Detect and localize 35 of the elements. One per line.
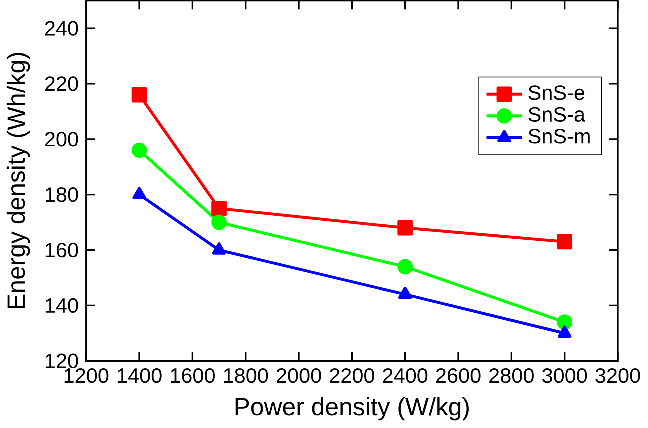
point — [558, 326, 572, 338]
x-tick-label: 2200 — [330, 368, 374, 384]
y-tick-label: 140 — [46, 298, 78, 314]
point — [132, 187, 146, 200]
legend-label: SnS-e — [528, 86, 585, 100]
x-tick-label: 1200 — [64, 368, 109, 384]
point — [398, 259, 414, 275]
y-tick-label: 220 — [45, 76, 78, 92]
x-axis-title: Power density (W/kg) — [236, 398, 469, 421]
x-tick-label: 1400 — [118, 368, 162, 384]
point — [132, 88, 148, 103]
y-axis-title: Energy density (Wh/kg) — [6, 53, 30, 309]
point — [212, 242, 226, 256]
point — [398, 287, 412, 300]
point — [212, 215, 227, 230]
x-tick-label: 3200 — [596, 368, 640, 384]
y-tick-label: 120 — [46, 354, 78, 369]
y-tick-label: 240 — [45, 21, 78, 36]
y-tick-label: 180 — [46, 188, 78, 202]
point — [132, 143, 148, 158]
legend-label: SnS-m — [528, 129, 590, 144]
point — [212, 201, 227, 217]
x-tick-label: 2600 — [436, 368, 481, 384]
y-tick-label: 160 — [46, 243, 78, 258]
point — [557, 314, 573, 330]
x-tick-label: 2400 — [383, 368, 428, 384]
x-tick-label: 2000 — [276, 368, 322, 384]
legend-label: SnS-a — [528, 108, 586, 122]
point — [557, 234, 573, 250]
x-tick-label: 3000 — [542, 368, 588, 384]
x-tick-label: 1600 — [171, 368, 215, 384]
x-tick-label: 1800 — [224, 368, 268, 384]
y-tick-label: 200 — [45, 132, 78, 147]
point — [398, 220, 414, 236]
x-tick-label: 2800 — [490, 368, 534, 384]
